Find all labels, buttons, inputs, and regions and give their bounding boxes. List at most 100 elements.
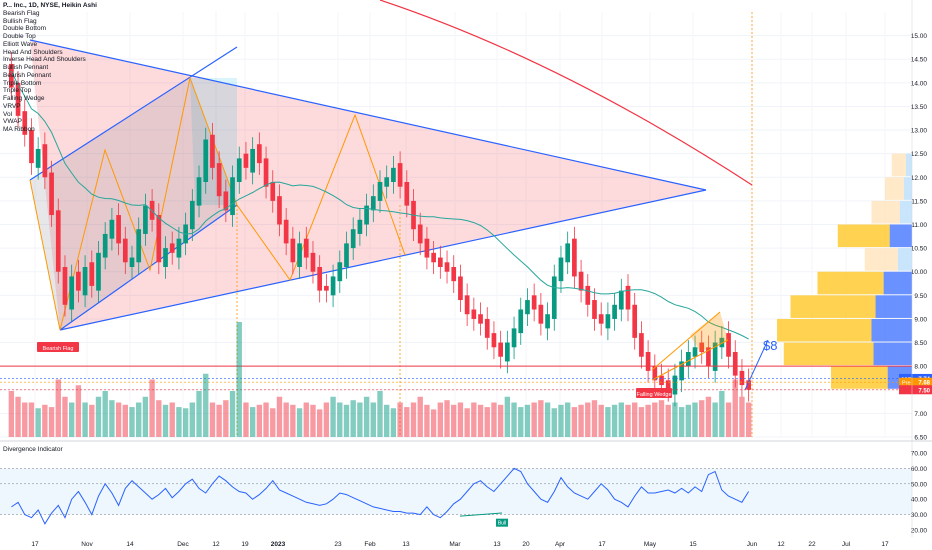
ma-200-line <box>379 0 753 186</box>
volume-bar <box>618 402 624 437</box>
time-tick-label: 20 <box>522 541 530 548</box>
candle-body <box>35 148 41 168</box>
legend-item[interactable]: Vol <box>3 110 13 118</box>
volume-bar <box>605 407 611 437</box>
volume-profile-bar <box>883 271 912 295</box>
candle-body <box>102 233 108 258</box>
volume-bar <box>511 402 517 437</box>
price-tick-label: 14.00 <box>911 80 928 87</box>
volume-bar <box>497 404 504 437</box>
legend-item[interactable]: VRVP <box>3 102 21 110</box>
wedge-lower-line <box>651 339 729 381</box>
volume-bar <box>477 404 484 437</box>
volume-bar <box>632 402 638 437</box>
volume-bar <box>404 407 410 437</box>
ma-ribbon-line <box>10 70 749 340</box>
candle-body <box>706 347 711 367</box>
candle-body <box>55 210 61 272</box>
volume-bar <box>719 391 725 437</box>
legend-item[interactable]: Elliott Wave <box>3 40 38 48</box>
candle-body <box>605 314 611 329</box>
legend-item[interactable]: Bearish Pennant <box>3 71 52 79</box>
triangle-upper-line <box>29 39 707 191</box>
legend-item[interactable]: Bearish Flag <box>3 9 40 17</box>
volume-bar <box>524 404 531 437</box>
candle-body <box>210 134 215 168</box>
candle-body <box>310 252 316 272</box>
candle-body <box>639 333 644 357</box>
legend-item[interactable]: Double Bottom <box>3 25 46 33</box>
volume-bar <box>357 402 363 437</box>
triangle-lower-line <box>59 189 707 331</box>
candle-body <box>444 262 450 272</box>
volume-bar <box>739 396 745 437</box>
volume-bar <box>705 396 712 437</box>
volume-bar <box>712 402 718 437</box>
volume-bar <box>270 408 276 437</box>
volume-profile-bar <box>777 318 872 342</box>
legend-item[interactable]: Triple Top <box>3 87 32 95</box>
candle-body <box>42 144 48 178</box>
time-tick-label: 23 <box>334 541 342 548</box>
falling-wedge-badge <box>636 388 672 398</box>
volume-bar <box>68 402 75 437</box>
legend-item[interactable]: Bullish Pennant <box>3 64 49 71</box>
legend-item[interactable]: Bullish Flag <box>3 17 37 25</box>
volume-bar <box>578 404 584 437</box>
falling-wedge-label: Falling Wedge <box>636 392 671 398</box>
volume-bar <box>109 400 115 437</box>
legend-item[interactable]: Triple Bottom <box>3 79 42 87</box>
volume-bar <box>263 402 269 437</box>
time-tick-label: Jun <box>747 541 758 548</box>
volume-bar <box>699 400 705 437</box>
candle-body <box>585 285 591 305</box>
legend-item[interactable]: Inverse Head And Shoulders <box>3 56 86 64</box>
candle-body <box>122 238 128 263</box>
volume-bar <box>323 402 330 437</box>
volume-bar <box>745 402 752 437</box>
volume-bar <box>725 402 732 437</box>
candle-body <box>424 238 430 258</box>
volume-bar <box>350 400 356 437</box>
volume-bar <box>518 407 524 437</box>
candle-body <box>464 295 470 315</box>
legend-item[interactable]: MA Ribbon <box>3 126 35 133</box>
candle-body <box>263 158 269 187</box>
volume-bar <box>658 400 665 437</box>
time-tick-label: 17 <box>598 541 606 548</box>
volume-bar <box>156 400 162 437</box>
legend-item[interactable]: VWAP <box>3 118 22 126</box>
volume-bar <box>256 404 263 437</box>
candle-body <box>679 361 684 381</box>
candle-body <box>572 238 577 277</box>
candle-body <box>22 111 28 135</box>
volume-bar <box>491 402 497 437</box>
bull-label: Bull <box>498 521 506 527</box>
price-tick-label: 11.50 <box>911 198 927 205</box>
candle-body <box>370 196 376 211</box>
candle-body <box>136 229 142 263</box>
volume-profile-bar <box>864 248 898 271</box>
volume-bar <box>611 404 618 437</box>
legend-item[interactable]: Head And Shoulders <box>3 48 63 56</box>
candle-body <box>303 238 309 258</box>
time-tick-label: Apr <box>555 541 566 548</box>
candle-body <box>69 276 75 310</box>
time-tick-label: 12 <box>212 541 220 548</box>
candle-body <box>270 182 276 201</box>
volume-bar <box>397 402 403 437</box>
volume-bar <box>410 402 417 437</box>
time-tick-label: Feb <box>364 541 376 548</box>
candle-body <box>15 82 21 116</box>
legend-item[interactable]: Falling Wedge <box>3 95 45 102</box>
legend-item[interactable]: Double Top <box>3 33 36 40</box>
indicator-band <box>0 468 912 515</box>
volume-bar <box>363 396 370 437</box>
volume-profile-bar <box>831 366 888 389</box>
volume-bar <box>236 322 242 437</box>
volume-bar <box>48 407 55 437</box>
candle-body <box>143 205 148 234</box>
volume-bar <box>652 402 658 437</box>
candle-body <box>685 352 691 367</box>
